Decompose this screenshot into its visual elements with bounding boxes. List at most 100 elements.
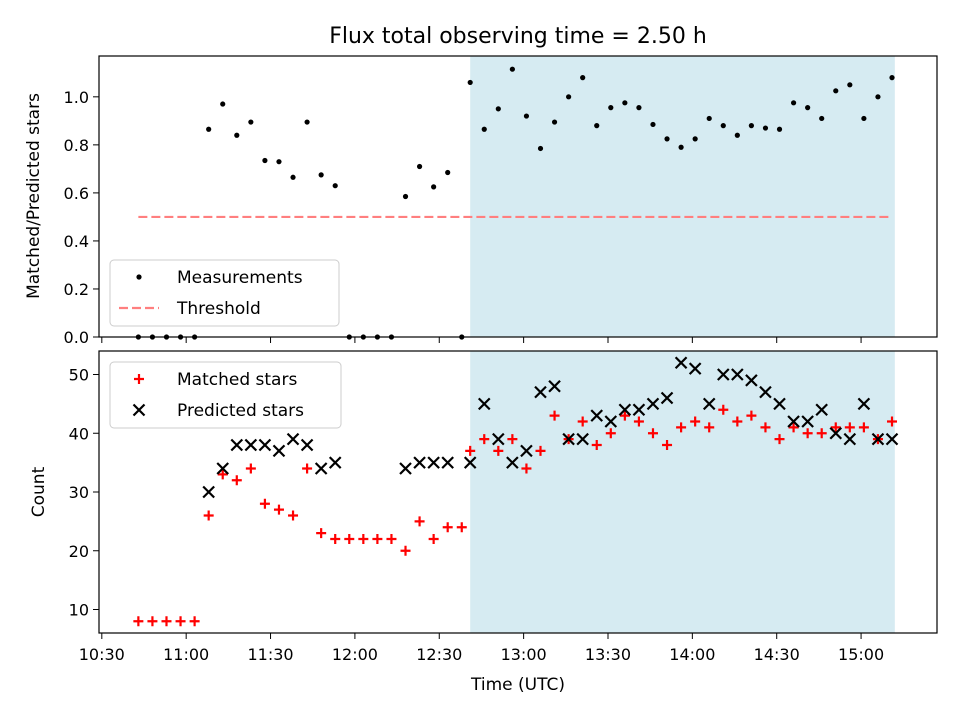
measurements-point	[523, 113, 530, 119]
predicted-stars-point	[520, 444, 533, 458]
predicted-stars-point	[244, 438, 258, 452]
measurements-point	[580, 75, 586, 81]
matched-stars-point	[189, 616, 200, 627]
measurements-point	[650, 121, 656, 128]
measurements-point	[332, 183, 338, 189]
measurements-point	[416, 163, 423, 170]
measurements-point	[636, 105, 642, 111]
top-legend: Measurements Threshold	[109, 259, 340, 327]
predicted-stars-point	[731, 368, 744, 381]
measurements-point	[220, 101, 226, 107]
x-tick-label: 10:30	[79, 645, 125, 664]
measurements-point	[431, 184, 437, 190]
measurements-point	[734, 132, 740, 138]
measurements-point	[402, 193, 409, 200]
measurements-point	[509, 66, 515, 72]
top-y-tick-label: 0.6	[64, 184, 89, 203]
matched-stars-point	[330, 534, 341, 544]
matched-stars-point	[344, 534, 355, 544]
measurements-point	[875, 94, 881, 100]
predicted-stars-point	[272, 444, 286, 458]
measurements-point	[445, 169, 451, 176]
matched-stars-point	[479, 434, 490, 445]
measurements-point	[276, 159, 282, 165]
measurements-point	[594, 123, 600, 129]
predicted-stars-point	[230, 438, 244, 452]
predicted-stars-point	[441, 456, 454, 469]
matched-stars-point	[704, 422, 715, 433]
top-y-tick-label: 0.8	[64, 136, 89, 155]
predicted-stars-point	[829, 426, 843, 440]
matched-stars-point	[217, 469, 228, 480]
top-y-tick-label: 0.4	[64, 232, 89, 251]
measurements-point	[776, 126, 783, 132]
x-axis-label: Time (UTC)	[470, 675, 565, 695]
matched-stars-point	[732, 416, 743, 427]
matched-stars-point	[577, 416, 588, 427]
matched-stars-point	[633, 416, 644, 427]
predicted-stars-point	[216, 462, 230, 475]
predicted-stars-point	[314, 462, 328, 475]
matched-stars-point	[147, 616, 158, 627]
matched-stars-point	[802, 428, 813, 439]
matched-stars-point	[386, 534, 397, 544]
predicted-stars-point	[328, 456, 342, 469]
measurements-point	[608, 105, 614, 111]
chart-title: Flux total observing time = 2.50 h	[329, 24, 707, 49]
top-legend-box	[109, 259, 340, 327]
measurements-point	[206, 126, 212, 132]
matched-stars-point	[662, 440, 673, 450]
legend-marker	[132, 403, 146, 417]
measurements-point	[833, 88, 839, 94]
x-tick-label: 15:00	[838, 645, 884, 664]
predicted-stars-point	[885, 432, 899, 446]
matched-stars-point	[816, 428, 827, 439]
matched-stars-point	[676, 422, 687, 433]
matched-stars-point	[175, 616, 186, 627]
measurements-point	[819, 115, 825, 122]
matched-stars-point	[273, 504, 284, 515]
matched-stars-point	[288, 510, 299, 521]
predicted-stars-point	[857, 397, 871, 411]
predicted-stars-point	[548, 379, 561, 393]
measurements-point	[262, 157, 268, 164]
measurements-point	[481, 126, 487, 132]
bottom-y-tick-label: 20	[69, 542, 89, 561]
legend-label: Matched stars	[177, 370, 297, 390]
predicted-stars-point	[702, 397, 716, 411]
matched-stars-point	[316, 528, 327, 539]
predicted-stars-point	[576, 432, 589, 446]
matched-stars-point	[493, 445, 504, 456]
legend-label: Predicted stars	[177, 401, 304, 421]
predicted-stars-point	[506, 456, 519, 469]
predicted-stars-point	[604, 415, 618, 428]
matched-stars-point	[302, 463, 313, 474]
measurements-point	[847, 82, 853, 88]
predicted-stars-point	[632, 403, 646, 417]
matched-stars-point	[591, 440, 602, 450]
matched-stars-point	[760, 422, 771, 433]
matched-stars-point	[844, 422, 855, 433]
predicted-stars-point	[843, 432, 857, 446]
legend-marker	[134, 374, 144, 384]
measurements-point	[762, 125, 769, 131]
predicted-stars-point	[745, 374, 758, 387]
measurements-point	[467, 79, 473, 86]
matched-stars-point	[245, 463, 256, 474]
matched-stars-point	[830, 422, 841, 433]
matched-stars-point	[428, 534, 439, 544]
measurements-point	[748, 123, 755, 129]
bottom-y-tick-label: 50	[69, 366, 89, 385]
measurements-point	[720, 123, 726, 129]
top-y-axis-label: Matched/Predicted stars	[24, 93, 44, 299]
top-y-tick-label: 0.2	[64, 280, 89, 299]
matched-stars-point	[521, 463, 532, 474]
bottom-highlight-region	[470, 351, 895, 633]
predicted-stars-point	[674, 356, 688, 370]
predicted-stars-point	[258, 438, 272, 452]
measurements-point	[889, 75, 895, 81]
measurements-point	[248, 119, 254, 125]
predicted-stars-point	[492, 432, 505, 446]
bottom-axes-frame	[98, 350, 938, 634]
predicted-stars-point	[534, 385, 547, 399]
